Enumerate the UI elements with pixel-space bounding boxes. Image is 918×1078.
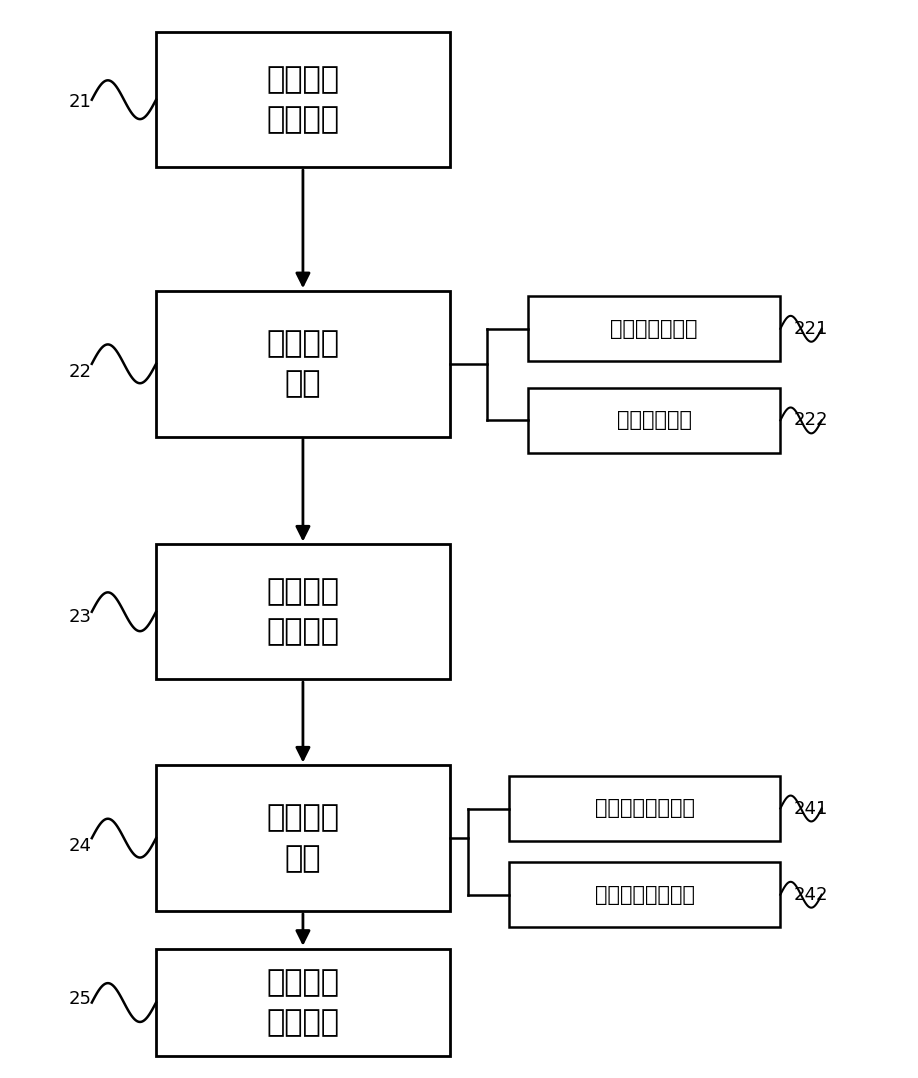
Bar: [509, 862, 780, 927]
Text: 25: 25: [69, 991, 92, 1008]
Text: 订单信息
替换模块: 订单信息 替换模块: [266, 968, 340, 1037]
Bar: [156, 291, 450, 437]
Text: 241: 241: [794, 800, 828, 817]
Text: 额定电量计算单元: 额定电量计算单元: [595, 885, 695, 904]
Bar: [528, 388, 780, 453]
Text: 上传数据
获取模块: 上传数据 获取模块: [266, 577, 340, 647]
Bar: [528, 296, 780, 361]
Bar: [156, 765, 450, 911]
Text: 最大电量计算单元: 最大电量计算单元: [595, 799, 695, 818]
Text: 信息实时
获取模块: 信息实时 获取模块: [266, 65, 340, 135]
Bar: [156, 32, 450, 167]
Text: 数据判断
模块: 数据判断 模块: [266, 329, 340, 399]
Text: 242: 242: [794, 886, 829, 903]
Text: 24: 24: [69, 838, 92, 855]
Bar: [156, 544, 450, 679]
Bar: [156, 949, 450, 1056]
Bar: [509, 776, 780, 841]
Text: 电量判断
模块: 电量判断 模块: [266, 803, 340, 873]
Text: 21: 21: [69, 94, 92, 111]
Text: 222: 222: [794, 412, 829, 429]
Text: 时间段设置单元: 时间段设置单元: [610, 319, 698, 338]
Text: 充电断开单元: 充电断开单元: [617, 411, 691, 430]
Text: 23: 23: [69, 608, 92, 625]
Text: 22: 22: [69, 363, 92, 381]
Text: 221: 221: [794, 320, 828, 337]
